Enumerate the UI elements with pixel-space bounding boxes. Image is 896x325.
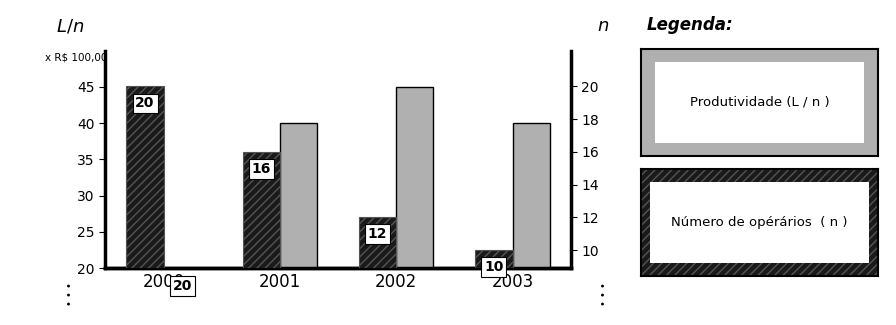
Text: 16: 16	[252, 162, 271, 176]
Bar	[126, 86, 164, 325]
Text: 20: 20	[135, 96, 155, 110]
Text: 40: 40	[521, 134, 541, 148]
Text: Legenda:: Legenda:	[647, 16, 734, 34]
FancyBboxPatch shape	[650, 182, 868, 263]
Text: $\mathbf{\mathit{L/n}}$: $\mathbf{\mathit{L/n}}$	[56, 17, 84, 35]
Text: x R$ 100,00: x R$ 100,00	[45, 53, 108, 63]
Text: • • •: • • •	[65, 282, 75, 306]
Text: Produtividade (L / n ): Produtividade (L / n )	[690, 96, 829, 109]
Bar	[476, 250, 513, 325]
Text: 10: 10	[484, 260, 504, 274]
Bar	[359, 217, 396, 325]
Text: 20: 20	[173, 279, 192, 293]
Text: 12: 12	[368, 227, 387, 241]
Text: Número de opérários  ( n ): Número de opérários ( n )	[671, 216, 848, 229]
Bar	[280, 123, 317, 325]
Text: 40: 40	[289, 134, 308, 148]
Text: 45: 45	[405, 98, 425, 112]
Text: $\mathbf{\mathit{n}}$: $\mathbf{\mathit{n}}$	[598, 17, 609, 35]
Bar	[164, 268, 201, 325]
Text: • • •: • • •	[599, 282, 608, 306]
FancyBboxPatch shape	[655, 62, 864, 143]
Bar	[243, 152, 280, 325]
Bar	[513, 123, 550, 325]
Bar	[396, 87, 434, 325]
